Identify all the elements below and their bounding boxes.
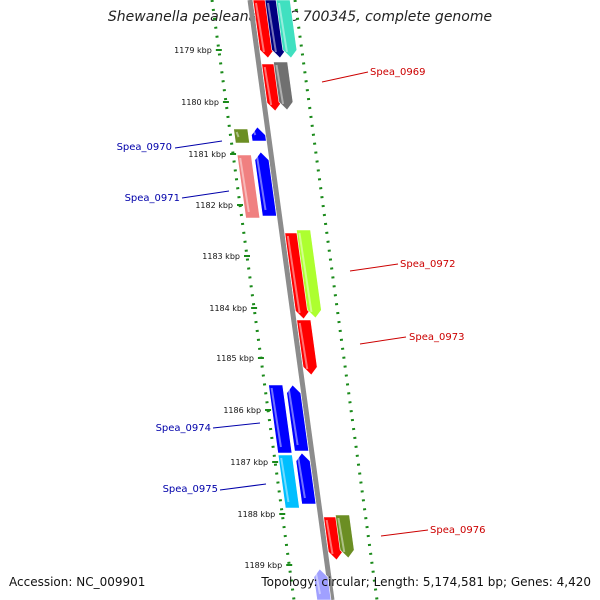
gene-label-leader [212, 422, 261, 429]
gene-feature-olive[interactable] [335, 514, 355, 559]
gene-label-spea-0969[interactable]: Spea_0969 [370, 67, 425, 78]
gene-feature-highlight [255, 2, 265, 53]
gene-labels: Spea_0969 Spea_0970 Spea_0971 Spea_0972 Spea… [117, 67, 485, 537]
gene-feature-gray[interactable] [273, 61, 294, 111]
gene-feature-highlight [252, 129, 257, 136]
gene-label-spea-0974[interactable]: Spea_0974 [156, 423, 211, 434]
gene-label-leader [174, 140, 223, 149]
gene-feature-lime[interactable] [296, 229, 322, 319]
gene-label-leader [219, 483, 267, 491]
kbp-ticks: 1179 kbp 1180 kbp 1181 kbp 1182 kbp 1183 kbp… [174, 46, 293, 570]
kbp-tick-label: 1183 kbp [202, 252, 240, 261]
gene-label-spea-0973[interactable]: Spea_0973 [409, 332, 464, 343]
gene-feature-highlight [280, 457, 290, 503]
gene-feature-blue[interactable] [251, 126, 267, 142]
gene-feature-blue[interactable] [254, 151, 277, 217]
gene-feature-red[interactable] [296, 319, 318, 376]
gene-feature-blue[interactable] [268, 384, 293, 454]
gene-features [233, 0, 355, 600]
gene-feature-highlight [270, 387, 282, 448]
gene-label-spea-0971[interactable]: Spea_0971 [125, 193, 180, 204]
kbp-tick-label: 1186 kbp [223, 406, 261, 415]
left-dotted-line [210, 0, 296, 600]
right-dotted-line [293, 0, 379, 600]
gene-label-leader [181, 190, 230, 199]
kbp-tick-label: 1187 kbp [230, 458, 268, 467]
kbp-tick-label: 1181 kbp [188, 150, 226, 159]
gene-label-leader [359, 336, 407, 345]
gene-label-leader [321, 71, 369, 83]
gene-feature-blue[interactable] [295, 452, 317, 505]
map-title: Shewanella pealeana ATCC 700345, complet… [107, 9, 493, 25]
gene-feature-highlight [314, 571, 321, 595]
kbp-tick-label: 1179 kbp [174, 46, 212, 55]
kbp-tick-label: 1185 kbp [216, 354, 254, 363]
gene-feature-highlight [325, 519, 334, 555]
gene-feature-highlight [278, 2, 288, 53]
gene-feature-lightblue[interactable] [313, 568, 332, 600]
gene-feature-highlight [235, 131, 240, 138]
genome-backbone [247, 0, 335, 600]
kbp-tick-label: 1184 kbp [209, 304, 247, 313]
gene-feature-highlight [239, 157, 250, 213]
gene-feature-highlight [275, 64, 285, 105]
gene-label-spea-0975[interactable]: Spea_0975 [163, 484, 218, 495]
gene-feature-highlight [298, 322, 309, 370]
kbp-tick-label: 1189 kbp [245, 561, 283, 570]
gene-feature-red[interactable] [284, 232, 310, 320]
gene-label-spea-0972[interactable]: Spea_0972 [400, 259, 455, 270]
kbp-tick-label: 1188 kbp [238, 510, 276, 519]
kbp-tick-label: 1182 kbp [195, 201, 233, 210]
gene-feature-highlight [298, 232, 313, 313]
genome-summary-text: Topology: circular; Length: 5,174,581 bp… [261, 575, 591, 589]
gene-label-spea-0976[interactable]: Spea_0976 [430, 525, 485, 536]
gene-feature-highlight [337, 517, 346, 553]
gene-feature-pink[interactable] [236, 154, 261, 219]
gene-feature-cyan[interactable] [277, 454, 300, 509]
gene-feature-highlight [263, 66, 273, 106]
gene-feature-highlight [255, 154, 267, 211]
gene-feature-blue[interactable] [286, 384, 309, 452]
gene-feature-highlight [287, 387, 299, 446]
gene-label-leader [380, 529, 429, 537]
gene-feature-olive[interactable] [233, 128, 250, 144]
dotted-guide-lines [210, 0, 379, 600]
gene-label-spea-0970[interactable]: Spea_0970 [117, 142, 172, 153]
gene-feature-highlight [296, 455, 306, 499]
gene-label-leader [349, 263, 399, 272]
accession-text: Accession: NC_009901 [9, 575, 146, 589]
gene-feature-highlight [267, 2, 277, 53]
kbp-tick-label: 1180 kbp [181, 98, 219, 107]
gene-feature-highlight [286, 235, 301, 314]
gene-feature-teal[interactable] [275, 0, 298, 59]
